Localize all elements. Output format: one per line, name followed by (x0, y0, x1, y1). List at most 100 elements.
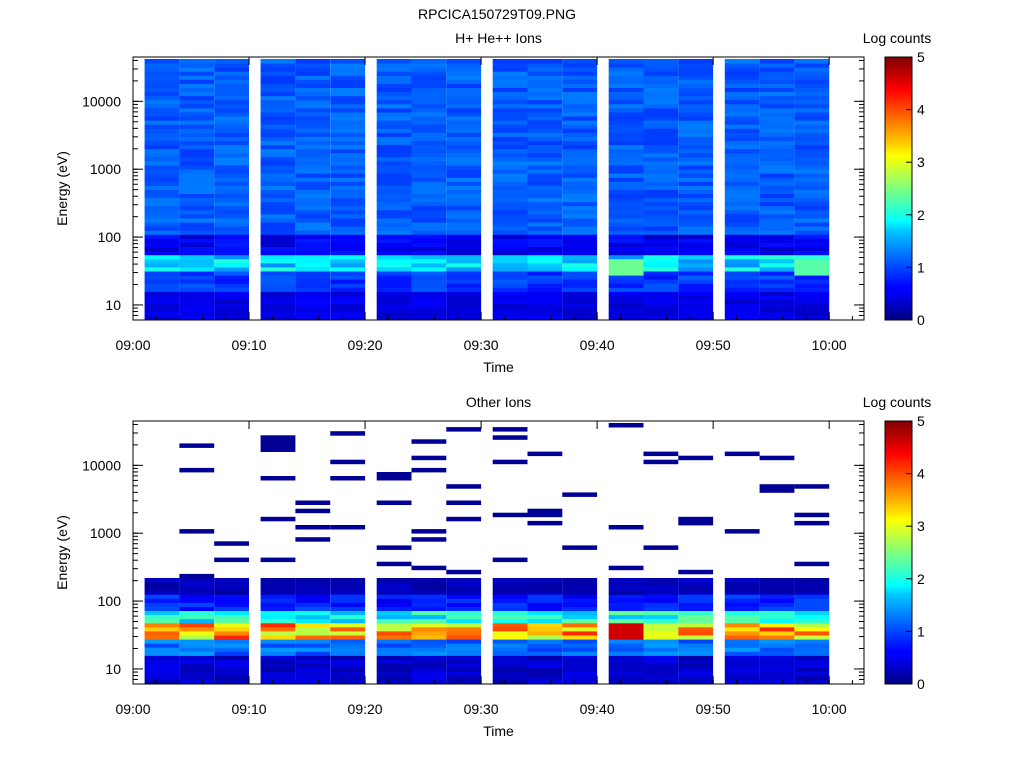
spectrogram-cell (492, 459, 528, 465)
spectrogram-cell (330, 165, 366, 170)
spectrogram-cell (562, 254, 598, 260)
spectrogram-cell (724, 83, 760, 88)
spectrogram-cell (794, 63, 830, 68)
spectrogram-cell (724, 120, 760, 125)
spectrogram-cell (492, 594, 528, 599)
spectrogram-cell (144, 222, 180, 227)
spectrogram-cell (562, 185, 598, 190)
spectrogram-cell (295, 655, 331, 660)
spectrogram-cell (724, 578, 760, 583)
spectrogram-cell (608, 258, 644, 264)
spectrogram-cell (759, 299, 795, 305)
spectrogram-cell (446, 315, 482, 321)
spectrogram-cell (608, 128, 644, 133)
spectrogram-cell (643, 87, 679, 93)
spectrogram-cell (724, 303, 760, 309)
spectrogram-cell (376, 586, 412, 591)
spectrogram-cell (260, 602, 296, 607)
spectrogram-cell (759, 643, 795, 648)
spectrogram-cell (527, 651, 563, 656)
spectrogram-cell (214, 291, 249, 296)
spectrogram-cell (214, 234, 249, 239)
spectrogram-cell (260, 226, 296, 231)
spectrogram-cell (562, 291, 598, 296)
spectrogram-cell (411, 647, 447, 652)
spectrogram-cell (678, 569, 714, 575)
spectrogram-cell (562, 283, 598, 288)
spectrogram-cell (446, 214, 482, 219)
spectrogram-cell (678, 602, 714, 607)
spectrogram-cell (446, 618, 482, 624)
spectrogram-cell (295, 156, 331, 162)
spectrogram-cell (492, 635, 528, 640)
spectrogram-cell (214, 120, 249, 125)
spectrogram-cell (411, 250, 447, 256)
spectrogram-cell (330, 226, 366, 231)
spectrogram-cell (527, 271, 563, 276)
spectrogram-cell (214, 626, 249, 632)
spectrogram-cell (260, 299, 296, 305)
spectrogram-cell (759, 128, 795, 133)
spectrogram-cell (492, 250, 528, 256)
colorbar-frame (884, 420, 913, 685)
spectrogram-cell (411, 222, 447, 227)
spectrogram-cell (446, 201, 482, 207)
spectrogram-cell (643, 91, 679, 97)
spectrogram-cell (260, 71, 296, 76)
spectrogram-cell (330, 185, 366, 190)
spectrogram-cell (376, 476, 412, 481)
spectrogram-cell (492, 165, 528, 170)
spectrogram-cell (411, 173, 447, 178)
spectrogram-cell (678, 271, 714, 276)
spectrogram-cell (260, 291, 296, 296)
spectrogram-cell (643, 594, 679, 599)
spectrogram-cell (411, 156, 447, 162)
spectrogram-cell (527, 586, 563, 591)
spectrogram-cell (144, 659, 180, 664)
spectrogram-cell (678, 250, 714, 256)
spectrogram-cell (330, 267, 366, 272)
spectrogram-cell (759, 214, 795, 219)
spectrogram-cell (144, 315, 180, 321)
spectrogram-cell (411, 140, 447, 146)
spectrogram-cell (330, 218, 366, 223)
spectrogram-cell (492, 226, 528, 231)
spectrogram-cell (144, 156, 180, 162)
spectrogram-cell (724, 602, 760, 607)
spectrogram-cell (260, 258, 296, 264)
spectrogram-cell (144, 185, 180, 190)
spectrogram-cell (759, 112, 795, 117)
spectrogram-cell (411, 667, 447, 673)
spectrogram-cell (179, 602, 215, 607)
spectrogram-cell (562, 161, 598, 166)
spectrogram-cell (759, 181, 795, 186)
spectrogram-cell (562, 315, 598, 321)
spectrogram-cell (446, 173, 482, 178)
spectrogram-cell (678, 83, 714, 88)
spectrogram-cell (330, 287, 366, 292)
spectrogram-cell (562, 250, 598, 256)
spectrogram-cell (214, 197, 249, 203)
spectrogram-cell (562, 618, 598, 624)
spectrogram-cell (295, 643, 331, 648)
spectrogram-cell (144, 189, 180, 194)
spectrogram-cell (214, 230, 249, 235)
spectrogram-cell (794, 91, 830, 97)
spectrogram-cell (144, 120, 180, 125)
spectrogram-cell (376, 99, 412, 105)
spectrogram-cell (214, 303, 249, 309)
spectrogram-cell (492, 169, 528, 174)
spectrogram-cell (794, 205, 830, 211)
spectrogram-cell (376, 258, 412, 264)
spectrogram-cell (295, 606, 331, 611)
spectrogram-cell (678, 79, 714, 84)
spectrogram-cell (492, 267, 528, 272)
spectrogram-cell (492, 299, 528, 305)
spectrogram-cell (446, 590, 482, 595)
spectrogram-cell (643, 218, 679, 223)
spectrogram-cell (376, 185, 412, 190)
spectrogram-cell (759, 177, 795, 182)
spectrogram-cell (492, 254, 528, 260)
spectrogram-cell (678, 663, 714, 669)
spectrogram-cell (295, 635, 331, 640)
